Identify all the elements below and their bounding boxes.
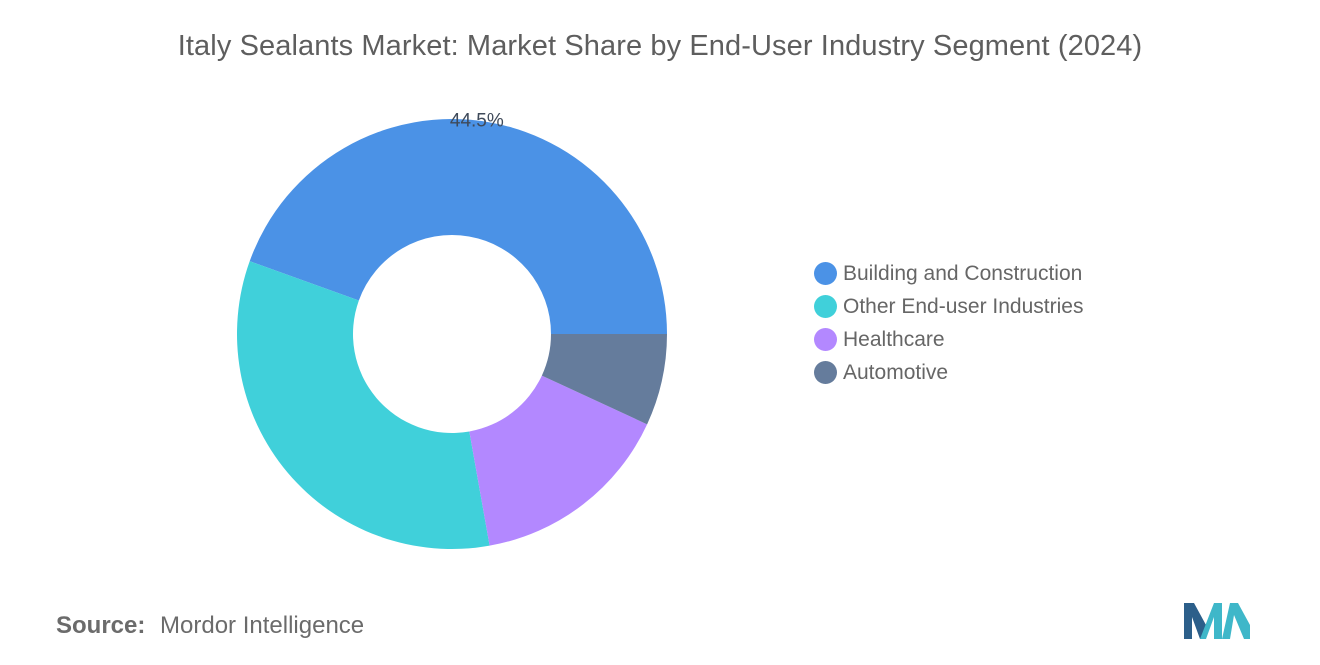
data-label: 44.5% bbox=[450, 111, 504, 132]
legend-label: Other End-user Industries bbox=[843, 294, 1084, 318]
legend-item[interactable]: Healthcare bbox=[814, 323, 1083, 356]
chart-legend: Building and Construction Other End-user … bbox=[814, 257, 1083, 389]
legend-label: Building and Construction bbox=[843, 261, 1083, 285]
legend-swatch bbox=[814, 295, 837, 318]
legend-item[interactable]: Building and Construction bbox=[814, 257, 1083, 290]
legend-label: Automotive bbox=[843, 360, 949, 384]
legend-swatch bbox=[814, 262, 837, 285]
legend-swatch bbox=[814, 328, 837, 351]
mordor-intelligence-logo-icon bbox=[1184, 603, 1250, 639]
source-name: Mordor Intelligence bbox=[160, 612, 365, 639]
source-label: Source: bbox=[56, 612, 146, 639]
legend-label: Healthcare bbox=[843, 327, 945, 351]
legend-item[interactable]: Other End-user Industries bbox=[814, 290, 1083, 323]
donut-slice-building-and-construction[interactable] bbox=[249, 118, 667, 334]
source-note: Source: Mordor Intelligence bbox=[56, 612, 364, 640]
donut-slice-automotive[interactable] bbox=[541, 334, 667, 425]
legend-item[interactable]: Automotive bbox=[814, 356, 1083, 389]
chart-title: Italy Sealants Market: Market Share by E… bbox=[177, 30, 1143, 62]
legend-swatch bbox=[814, 361, 837, 384]
donut-slice-healthcare[interactable] bbox=[469, 375, 648, 546]
donut-slice-other-end-user-industries[interactable] bbox=[236, 261, 490, 549]
